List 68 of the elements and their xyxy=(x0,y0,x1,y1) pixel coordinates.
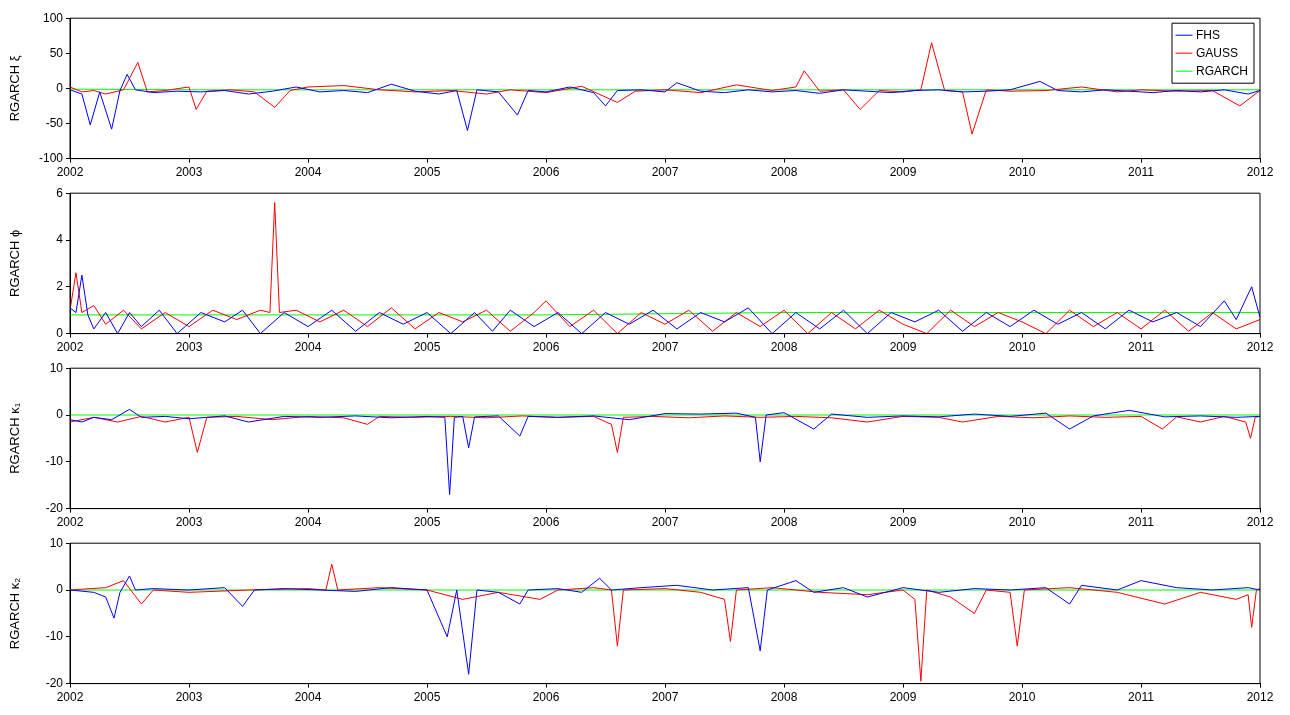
y-axis-title: RGARCH κ₂ xyxy=(7,577,23,650)
x-tick-label: 2004 xyxy=(294,515,322,530)
y-tick-label: 100 xyxy=(42,10,64,25)
x-tick-label: 2010 xyxy=(1008,340,1036,355)
y-tick-label: -100 xyxy=(38,150,64,165)
y-tick-label: -50 xyxy=(45,115,64,130)
y-tick-label: 0 xyxy=(56,80,64,95)
y-tick-label: 0 xyxy=(56,407,64,422)
x-tick-label: 2012 xyxy=(1246,690,1274,705)
y-axis-title: RGARCH κ₁ xyxy=(7,402,23,474)
y-tick-label: 4 xyxy=(56,232,64,247)
x-tick-label: 2007 xyxy=(651,690,679,705)
y-tick-label: -20 xyxy=(45,500,64,515)
y-tick-label: 10 xyxy=(49,535,64,550)
x-tick-label: 2009 xyxy=(889,515,917,530)
x-tick-label: 2008 xyxy=(770,165,798,180)
x-tick-label: 2005 xyxy=(413,340,441,355)
x-tick-label: 2012 xyxy=(1246,515,1274,530)
x-tick-label: 2004 xyxy=(294,690,322,705)
x-tick-label: 2006 xyxy=(532,690,560,705)
x-tick-label: 2002 xyxy=(56,690,84,705)
x-tick-label: 2008 xyxy=(770,515,798,530)
y-tick-label: 0 xyxy=(56,582,64,597)
x-tick-label: 2006 xyxy=(532,165,560,180)
x-tick-label: 2011 xyxy=(1128,515,1155,530)
x-tick-label: 2002 xyxy=(56,515,84,530)
legend-label: FHS xyxy=(1196,27,1220,42)
x-tick-label: 2011 xyxy=(1128,690,1155,705)
x-tick-label: 2008 xyxy=(770,690,798,705)
y-tick-label: 2 xyxy=(56,279,64,294)
y-tick-label: 10 xyxy=(49,360,64,375)
x-tick-label: 2008 xyxy=(770,340,798,355)
y-tick-label: 6 xyxy=(56,185,64,200)
y-tick-label: -10 xyxy=(45,629,64,644)
y-tick-label: -20 xyxy=(45,675,64,690)
y-axis-title: RGARCH ξ xyxy=(7,55,23,122)
x-tick-label: 2004 xyxy=(294,165,322,180)
y-tick-label: -10 xyxy=(45,454,64,469)
x-tick-label: 2012 xyxy=(1246,340,1274,355)
x-tick-label: 2002 xyxy=(56,165,84,180)
x-tick-label: 2012 xyxy=(1246,165,1274,180)
x-tick-label: 2011 xyxy=(1128,165,1155,180)
x-tick-label: 2003 xyxy=(175,340,203,355)
x-tick-label: 2009 xyxy=(889,165,917,180)
x-tick-label: 2007 xyxy=(651,165,679,180)
y-tick-label: 50 xyxy=(49,45,64,60)
x-tick-label: 2010 xyxy=(1008,690,1036,705)
x-tick-label: 2005 xyxy=(413,515,441,530)
x-tick-label: 2009 xyxy=(889,340,917,355)
legend-label: GAUSS xyxy=(1196,45,1239,60)
x-tick-label: 2009 xyxy=(889,690,917,705)
y-tick-label: 0 xyxy=(56,325,64,340)
x-tick-label: 2003 xyxy=(175,165,203,180)
x-tick-label: 2004 xyxy=(294,340,322,355)
x-tick-label: 2005 xyxy=(413,690,441,705)
x-tick-label: 2007 xyxy=(651,340,679,355)
x-tick-label: 2007 xyxy=(651,515,679,530)
x-tick-label: 2006 xyxy=(532,515,560,530)
legend-label: RGARCH xyxy=(1196,63,1249,78)
x-tick-label: 2005 xyxy=(413,165,441,180)
x-tick-label: 2006 xyxy=(532,340,560,355)
x-tick-label: 2010 xyxy=(1008,165,1036,180)
x-tick-label: 2003 xyxy=(175,690,203,705)
x-tick-label: 2003 xyxy=(175,515,203,530)
x-tick-label: 2011 xyxy=(1128,340,1155,355)
y-axis-title: RGARCH ϕ xyxy=(7,229,23,298)
x-tick-label: 2010 xyxy=(1008,515,1036,530)
x-tick-label: 2002 xyxy=(56,340,84,355)
